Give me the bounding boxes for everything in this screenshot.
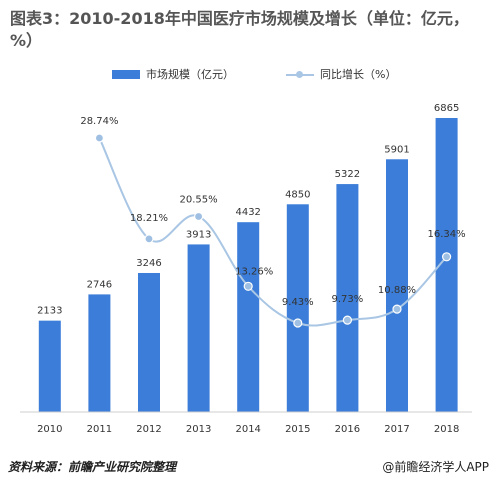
x-tick-label-2012: 2012 [136, 424, 161, 435]
bar-2014 [237, 222, 260, 412]
growth-label-2015: 9.43% [282, 297, 314, 308]
growth-label-2013: 20.55% [180, 194, 218, 205]
bar-label-2018: 6865 [434, 103, 459, 114]
growth-point-2011 [94, 133, 105, 143]
legend-item-growth: 同比增长（%） [286, 66, 396, 82]
legend-item-market-size: 市场规模（亿元） [112, 66, 234, 82]
x-tick-label-2013: 2013 [186, 424, 211, 435]
bar-label-2014: 4432 [235, 207, 260, 218]
growth-point-2012 [144, 234, 154, 244]
legend-label-growth: 同比增长（%） [320, 68, 397, 81]
bar-2018 [435, 118, 458, 412]
bar-label-2012: 3246 [136, 258, 161, 269]
bar-label-2015: 4850 [285, 189, 310, 200]
bar-label-2017: 5901 [384, 144, 409, 155]
bar-2017 [386, 159, 408, 412]
growth-label-2018: 16.34% [428, 229, 466, 240]
bar-label-2016: 5322 [335, 169, 360, 180]
legend-label-market-size: 市场规模（亿元） [146, 68, 234, 81]
bar-label-2010: 2133 [37, 306, 62, 317]
bar-2016 [336, 184, 359, 412]
growth-label-2014: 13.26% [235, 266, 273, 277]
legend-bar-swatch [112, 69, 140, 79]
x-tick-label-2010: 2010 [37, 424, 62, 435]
x-tick-label-2015: 2015 [285, 424, 310, 435]
credit-note: @前瞻经济学人APP [382, 460, 489, 474]
x-tick-label-2016: 2016 [335, 424, 360, 435]
bar-label-2013: 3913 [186, 229, 211, 240]
bar-2011 [88, 294, 111, 412]
growth-point-2013 [194, 211, 204, 222]
growth-point-2017 [392, 304, 402, 314]
x-tick-label-2018: 2018 [434, 424, 459, 435]
growth-label-2016: 9.73% [332, 294, 364, 305]
growth-label-2012: 18.21% [130, 213, 168, 224]
growth-point-2015 [293, 318, 303, 328]
legend: 市场规模（亿元） 同比增长（%） [0, 66, 497, 84]
x-tick-label-2011: 2011 [87, 424, 112, 435]
bar-2012 [138, 272, 160, 412]
x-tick-label-2017: 2017 [384, 424, 409, 435]
bar-2013 [187, 244, 210, 412]
growth-label-2017: 10.88% [378, 285, 416, 296]
source-note: 资料来源：前瞻产业研究院整理 [8, 460, 177, 474]
bar-2015 [286, 204, 309, 412]
growth-label-2011: 28.74% [80, 116, 118, 127]
growth-point-2016 [342, 315, 352, 325]
x-tick-label-2014: 2014 [235, 424, 260, 435]
bar-label-2011: 2746 [87, 279, 112, 290]
bar-2010 [38, 320, 61, 412]
growth-point-2018 [442, 252, 452, 262]
chart-title: 图表3：2010-2018年中国医疗市场规模及增长（单位：亿元，%） [10, 9, 469, 50]
legend-line-swatch [286, 70, 314, 79]
growth-point-2014 [243, 281, 253, 291]
